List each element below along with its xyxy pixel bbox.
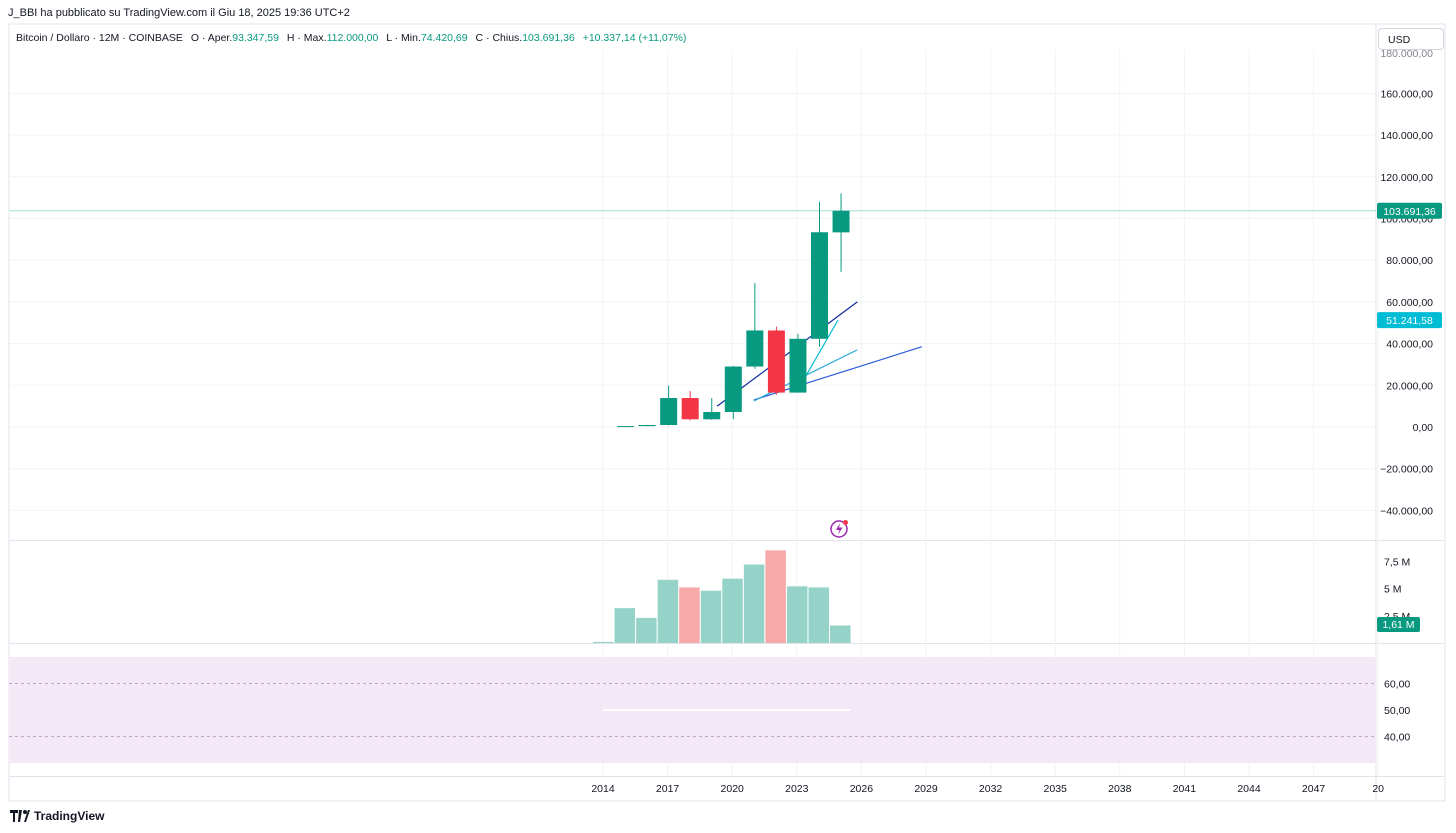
candle-body xyxy=(660,398,678,425)
price-label-box xyxy=(1377,202,1442,219)
close-label: C · Chius. xyxy=(475,32,523,44)
low-label: L · Min. xyxy=(386,32,421,44)
decorations xyxy=(830,520,848,538)
y-axis-tick-label: 0,00 xyxy=(1413,422,1434,434)
volume-axis-tick-label: 7,5 M xyxy=(1384,556,1410,568)
volume-bar xyxy=(786,586,808,643)
axes: 2014 2017 2020 2023 2026 2029 2032 2035 2038 2041… xyxy=(591,48,1442,795)
y-axis-tick-label: 140.000,00 xyxy=(1380,130,1433,142)
event-marker-icon xyxy=(830,520,848,538)
tradingview-logo[interactable]: TradingView xyxy=(10,809,104,823)
volume-bar xyxy=(722,578,743,643)
high-value: 112.000,00 xyxy=(326,32,379,44)
price-label-box xyxy=(1377,312,1442,329)
high-label: H · Max. xyxy=(286,32,327,44)
volume-bar xyxy=(593,641,614,643)
volume-bar xyxy=(765,550,786,643)
trendline xyxy=(796,319,839,392)
candle-body xyxy=(617,426,635,428)
x-axis-tick-label: 20 xyxy=(1372,783,1384,795)
y-axis-tick-label: 100.000,00 xyxy=(1380,214,1433,226)
volume-bar xyxy=(808,587,829,643)
y-axis-tick-label: −40.000,00 xyxy=(1380,505,1433,517)
x-axis-tick-label: 2041 xyxy=(1173,783,1197,795)
trendline xyxy=(753,346,923,401)
y-axis-tick-label: 120.000,00 xyxy=(1380,172,1433,184)
trendline xyxy=(716,301,858,407)
candle-body xyxy=(767,330,785,393)
rsi-pane xyxy=(9,657,1376,763)
currency-button[interactable]: USD xyxy=(1378,28,1444,50)
volume-label-text: 1,61 M xyxy=(1382,619,1414,631)
x-axis-tick-label: 2035 xyxy=(1044,783,1068,795)
symbol-info-bar: Bitcoin / Dollaro · 12M · COINBASE O · A… xyxy=(16,32,686,44)
tradingview-logo-icon xyxy=(10,810,30,822)
open-value: 93.347,59 xyxy=(232,32,279,44)
candle-body xyxy=(832,210,850,233)
volume-bar xyxy=(636,617,657,643)
price-pane xyxy=(9,193,1376,428)
volume-bar xyxy=(657,579,679,643)
x-axis-tick-label: 2032 xyxy=(979,783,1003,795)
volume-bar xyxy=(700,590,722,643)
close-value: 103.691,36 xyxy=(522,32,575,44)
logo-text: TradingView xyxy=(34,809,105,823)
y-axis-tick-label: 20.000,00 xyxy=(1386,380,1433,392)
volume-axis-tick-label: 5 M xyxy=(1384,584,1402,596)
change-value: +10.337,14 (+11,07%) xyxy=(582,32,687,44)
notification-dot-icon xyxy=(843,520,848,525)
volume-bar xyxy=(614,608,636,643)
candle-body xyxy=(724,366,742,412)
candle-body xyxy=(746,330,764,367)
candle-body xyxy=(811,232,828,339)
x-axis-tick-label: 2020 xyxy=(721,783,745,795)
candle-body xyxy=(789,338,807,393)
volume-axis-tick-label: 2,5 M xyxy=(1384,611,1410,623)
volume-bar xyxy=(679,587,700,643)
candle-body xyxy=(638,424,656,427)
x-axis-tick-label: 2044 xyxy=(1237,783,1261,795)
x-axis-tick-label: 2026 xyxy=(850,783,874,795)
y-axis-tick-label: 60.000,00 xyxy=(1386,297,1433,309)
publisher-line: J_BBI ha pubblicato su TradingView.com i… xyxy=(8,7,350,19)
candle-body xyxy=(681,398,699,420)
symbol-title[interactable]: Bitcoin / Dollaro · 12M · COINBASE xyxy=(16,32,183,44)
y-axis-tick-label: 80.000,00 xyxy=(1386,255,1433,267)
volume-label-box xyxy=(1377,617,1420,632)
y-axis-tick-label: −20.000,00 xyxy=(1380,464,1433,476)
volume-bar xyxy=(743,564,765,643)
volume-bar xyxy=(830,625,851,643)
x-axis-tick-label: 2014 xyxy=(591,783,615,795)
chart-border xyxy=(8,23,1446,802)
volume-pane xyxy=(593,550,851,643)
open-label: O · Aper. xyxy=(190,32,233,44)
price-label-text: 51.241,58 xyxy=(1386,315,1433,327)
price-label-text: 103.691,36 xyxy=(1383,206,1436,218)
x-axis-tick-label: 2047 xyxy=(1302,783,1326,795)
candle-body xyxy=(703,411,721,420)
x-axis-tick-label: 2023 xyxy=(785,783,809,795)
x-axis-tick-label: 2038 xyxy=(1108,783,1132,795)
low-value: 74.420,69 xyxy=(420,32,468,44)
x-axis-tick-label: 2029 xyxy=(914,783,938,795)
rsi-axis-tick-label: 40,00 xyxy=(1384,732,1410,744)
rsi-background xyxy=(9,657,1376,763)
lightning-icon xyxy=(836,523,843,535)
grid-lines xyxy=(8,23,1446,802)
trendline xyxy=(753,349,858,402)
rsi-axis-tick-label: 60,00 xyxy=(1384,679,1410,691)
x-axis-tick-label: 2017 xyxy=(656,783,680,795)
rsi-axis-tick-label: 50,00 xyxy=(1384,705,1410,717)
y-axis-tick-label: 40.000,00 xyxy=(1386,339,1433,351)
y-axis-tick-label: 160.000,00 xyxy=(1380,88,1433,100)
